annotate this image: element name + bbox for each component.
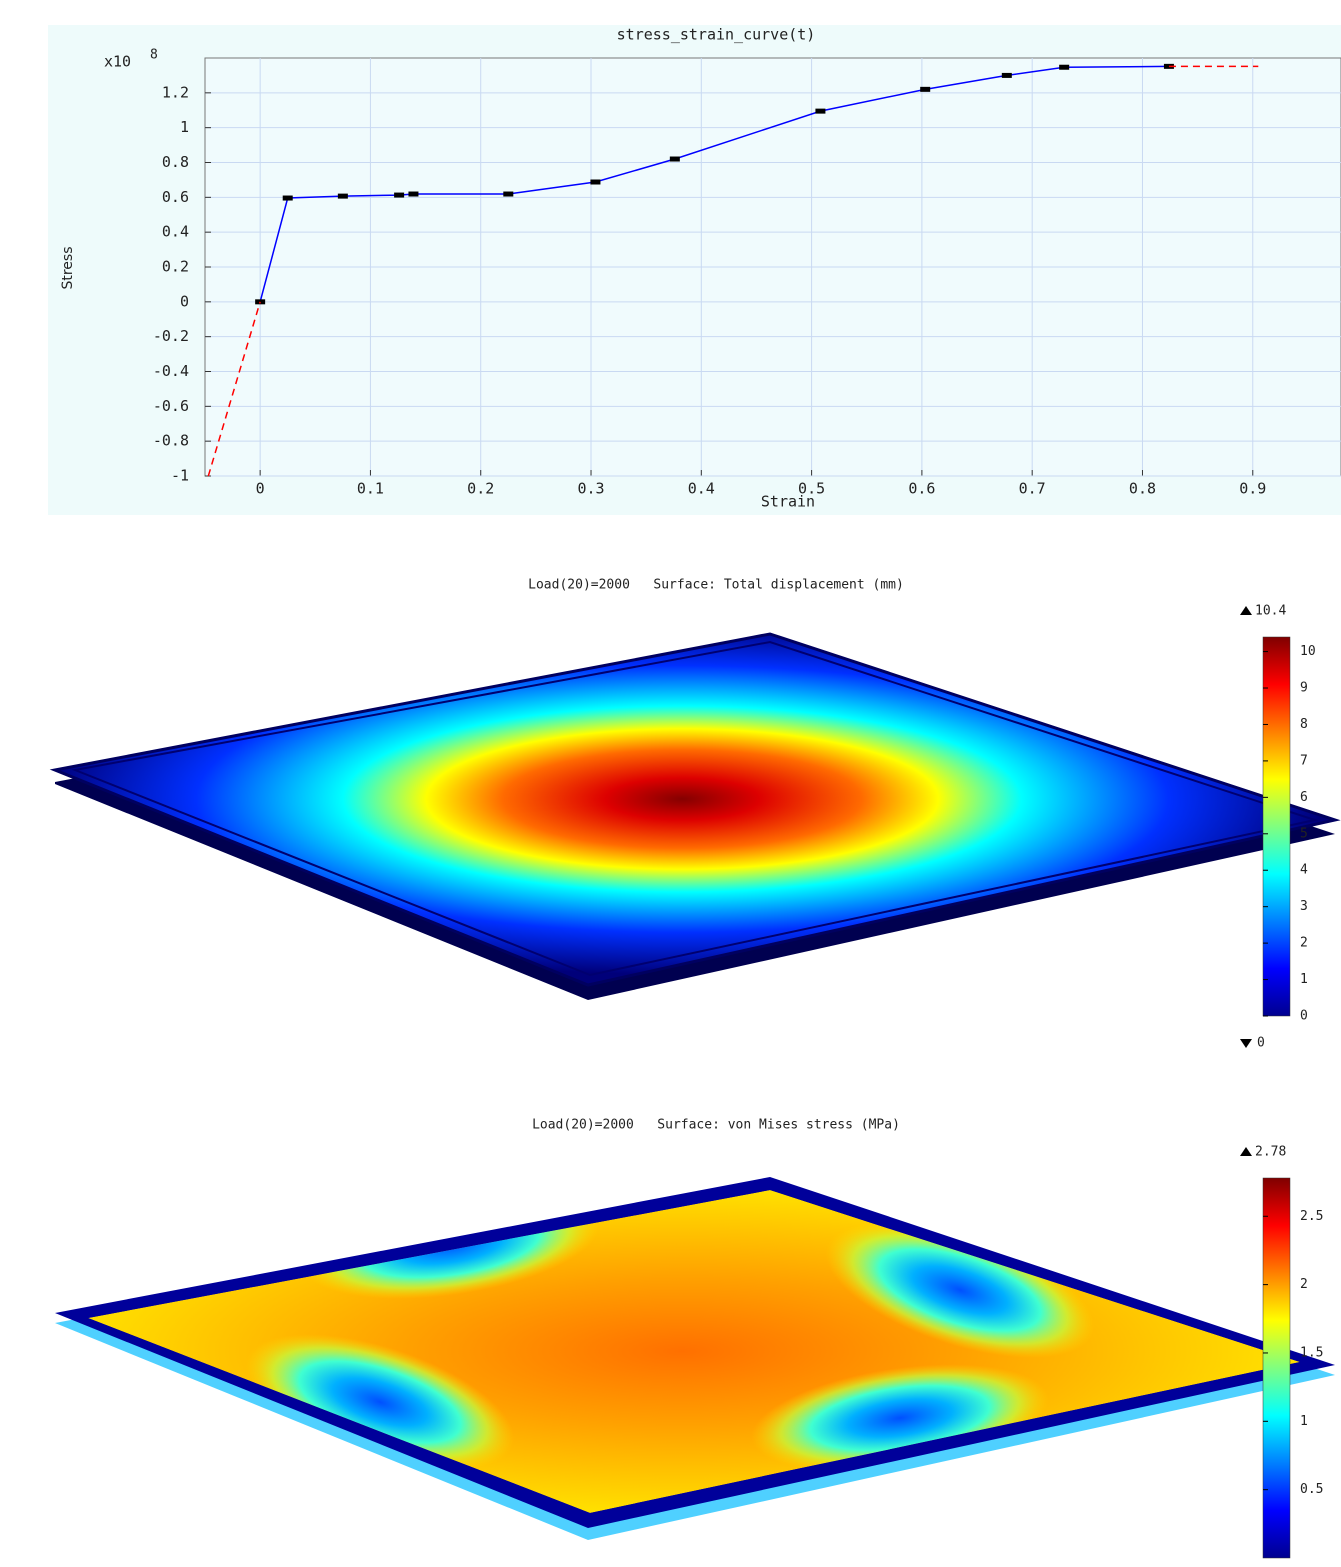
y-tick-label: -0.4 bbox=[153, 362, 189, 380]
colorbar-tick-label: 10 bbox=[1300, 644, 1316, 659]
colorbar-tick-label: 3 bbox=[1300, 899, 1308, 914]
plot-title: Load(20)=2000 Surface: von Mises stress … bbox=[532, 1118, 900, 1133]
max-arrow bbox=[1240, 606, 1252, 615]
colorbar bbox=[1263, 1178, 1290, 1558]
data-point bbox=[283, 196, 293, 201]
x-tick-label: 0.6 bbox=[908, 480, 935, 498]
colorbar-tick-label: 0 bbox=[1300, 1009, 1308, 1024]
x-tick-label: 0.1 bbox=[357, 480, 384, 498]
colorbar bbox=[1263, 637, 1290, 1016]
y-axis-label: Stress bbox=[60, 246, 76, 289]
x-tick-label: 0.7 bbox=[1019, 480, 1046, 498]
min-arrow bbox=[1240, 1039, 1252, 1048]
data-point bbox=[503, 192, 513, 197]
page: 0 0.1 0.2 0.3 0.4 0.5 0.6 0.7 0.8 0.9 -1 -0.8 -0.6 -0… bbox=[0, 0, 1341, 1567]
colorbar-max-label: 2.78 bbox=[1255, 1145, 1286, 1160]
data-point bbox=[670, 157, 680, 162]
colorbar-tick-label: 5 bbox=[1300, 826, 1308, 841]
data-point bbox=[1002, 73, 1012, 78]
y-tick-label: 0 bbox=[180, 292, 189, 310]
y-tick-label: 1 bbox=[180, 118, 189, 136]
colorbar-tick-label: 9 bbox=[1300, 681, 1308, 696]
max-arrow bbox=[1240, 1147, 1252, 1156]
colorbar-tick-label: 1 bbox=[1300, 972, 1308, 987]
y-tick-label: 0.6 bbox=[162, 188, 189, 206]
colorbar-tick-label: 6 bbox=[1300, 790, 1308, 805]
colorbar-tick-label: 2.5 bbox=[1300, 1209, 1323, 1224]
data-point bbox=[590, 180, 600, 185]
surface-plot: Load(20)=2000 Surface: von Mises stress … bbox=[55, 1118, 1335, 1559]
colorbar-max-label: 10.4 bbox=[1255, 604, 1286, 619]
colorbar-tick-label: 0.5 bbox=[1300, 1482, 1323, 1497]
data-point bbox=[338, 194, 348, 199]
data-point bbox=[408, 192, 418, 197]
y-tick-label: 0.4 bbox=[162, 223, 189, 241]
x-axis-label: Strain bbox=[761, 493, 815, 511]
surface-plot: Load(20)=2000 Surface: Total displacemen… bbox=[55, 578, 1335, 1051]
x-tick-label: 0.2 bbox=[467, 480, 494, 498]
plate-surface bbox=[55, 634, 1335, 985]
x-tick-label: 0.4 bbox=[688, 480, 715, 498]
colorbar-tick-label: 2 bbox=[1300, 936, 1308, 951]
plate-surface bbox=[88, 1175, 1300, 1513]
y-tick-label: 1.2 bbox=[162, 83, 189, 101]
y-scale-label: x10 bbox=[104, 53, 131, 71]
data-point bbox=[394, 193, 404, 198]
y-tick-label: 0.2 bbox=[162, 258, 189, 276]
colorbar-tick-label: 1.5 bbox=[1300, 1345, 1323, 1360]
y-scale-exponent: 8 bbox=[150, 48, 158, 63]
chart-title: stress_strain_curve(t) bbox=[617, 26, 816, 44]
plot-title: Load(20)=2000 Surface: Total displacemen… bbox=[528, 578, 904, 593]
colorbar-tick-label: 2 bbox=[1300, 1277, 1308, 1292]
colorbar-tick-label: 8 bbox=[1300, 717, 1308, 732]
x-tick-label: 0.3 bbox=[577, 480, 604, 498]
y-tick-label: -0.2 bbox=[153, 327, 189, 345]
data-point bbox=[920, 87, 930, 92]
x-tick-label: 0.9 bbox=[1239, 480, 1266, 498]
x-tick-label: 0.8 bbox=[1129, 480, 1156, 498]
data-point bbox=[815, 109, 825, 114]
colorbar-min-label: 0 bbox=[1257, 1036, 1265, 1051]
y-tick-label: -0.6 bbox=[153, 397, 189, 415]
colorbar-tick-label: 1 bbox=[1300, 1414, 1308, 1429]
data-point bbox=[1059, 65, 1069, 70]
y-tick-label: -0.8 bbox=[153, 432, 189, 450]
colorbar-tick-label: 7 bbox=[1300, 753, 1308, 768]
x-tick-label: 0 bbox=[256, 480, 265, 498]
y-tick-label: -1 bbox=[171, 467, 189, 485]
colorbar-tick-label: 4 bbox=[1300, 863, 1308, 878]
y-tick-label: 0.8 bbox=[162, 153, 189, 171]
